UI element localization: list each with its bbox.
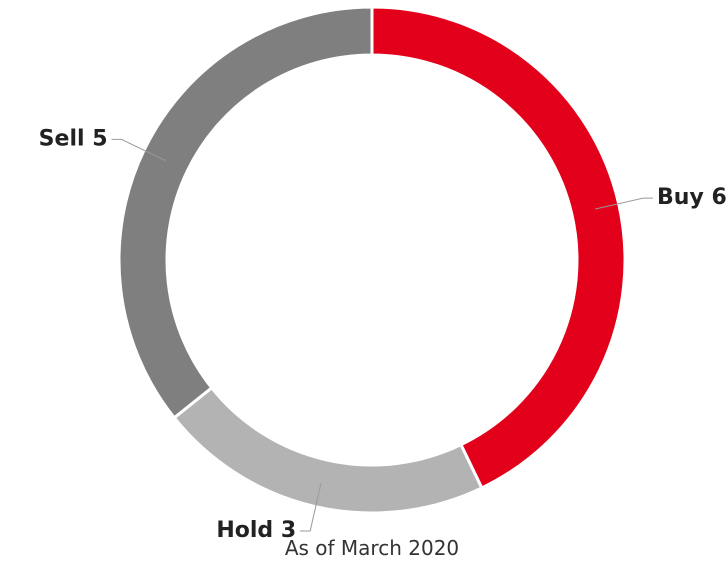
slice-label: Hold 3 xyxy=(216,518,296,543)
chart-note: As of March 2020 xyxy=(285,536,459,560)
leader-line xyxy=(300,483,322,532)
slice-label-value: 5 xyxy=(92,126,107,151)
leader-line xyxy=(111,138,166,162)
slice-label: Sell 5 xyxy=(39,126,108,151)
slice-label-name: Buy xyxy=(657,185,704,210)
slice-label-name: Hold xyxy=(216,518,273,543)
donut-slice xyxy=(172,385,484,515)
donut-slice xyxy=(117,5,374,420)
donut-slice xyxy=(370,5,627,490)
slice-label: Buy 6 xyxy=(657,185,727,210)
slice-label-name: Sell xyxy=(39,126,85,151)
leader-line xyxy=(595,197,654,210)
slice-label-value: 6 xyxy=(711,185,726,210)
slice-label-value: 3 xyxy=(281,518,296,543)
